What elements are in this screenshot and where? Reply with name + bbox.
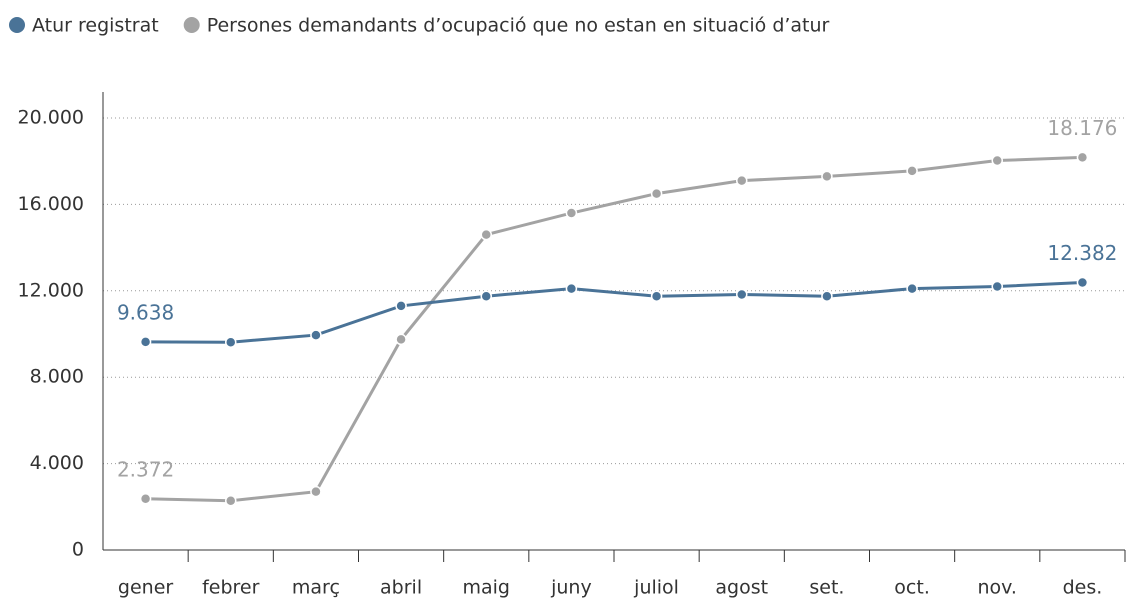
legend-swatch bbox=[9, 17, 25, 33]
point bbox=[139, 493, 152, 505]
x-tick-label: maig bbox=[463, 577, 511, 599]
point bbox=[480, 290, 492, 302]
point bbox=[395, 300, 407, 312]
x-tick-label: agost bbox=[715, 577, 768, 599]
point bbox=[650, 290, 663, 302]
point bbox=[906, 165, 918, 177]
legend-label: Atur registrat bbox=[32, 15, 159, 37]
point bbox=[565, 207, 578, 219]
x-tick-label: febrer bbox=[202, 577, 260, 599]
data-label: 12.382 bbox=[1047, 241, 1117, 265]
y-tick-label: 4.000 bbox=[30, 452, 84, 474]
data-label: 18.176 bbox=[1047, 116, 1117, 140]
y-tick-label: 8.000 bbox=[30, 366, 84, 388]
point bbox=[310, 329, 322, 341]
x-tick-label: gener bbox=[118, 577, 173, 599]
x-tick-label: des. bbox=[1063, 577, 1103, 599]
series: 2.372 18.176 bbox=[117, 116, 1117, 507]
point bbox=[395, 333, 407, 346]
y-tick-label: 20.000 bbox=[18, 107, 84, 129]
x-tick-label: juliol bbox=[633, 577, 679, 599]
data-label: 2.372 bbox=[117, 457, 174, 481]
point bbox=[991, 154, 1003, 167]
point bbox=[736, 288, 748, 301]
series: 9.638 12.382 bbox=[117, 241, 1117, 348]
x-tick-label: set. bbox=[809, 577, 844, 599]
x-tick-label: oct. bbox=[894, 577, 930, 599]
x-tick-label: abril bbox=[380, 577, 422, 599]
point bbox=[480, 228, 492, 241]
point bbox=[736, 174, 748, 187]
y-tick-label: 0 bbox=[72, 539, 84, 561]
series-line bbox=[145, 281, 1083, 344]
point bbox=[565, 282, 578, 295]
y-tick-label: 16.000 bbox=[18, 193, 84, 215]
y-tick-label: 12.000 bbox=[18, 279, 84, 301]
legend-label: Persones demandants d’ocupació que no es… bbox=[207, 15, 830, 37]
data-label: 9.638 bbox=[117, 300, 174, 324]
point bbox=[821, 170, 833, 183]
point bbox=[650, 187, 663, 200]
series-line bbox=[145, 155, 1083, 503]
point bbox=[139, 336, 152, 348]
legend-swatch bbox=[183, 17, 200, 33]
x-tick-label: juny bbox=[550, 577, 592, 599]
point bbox=[991, 280, 1003, 293]
x-tick-label: març bbox=[292, 577, 340, 599]
point bbox=[821, 290, 833, 302]
point bbox=[1076, 151, 1089, 164]
point bbox=[225, 495, 237, 507]
x-tick-label: nov. bbox=[978, 577, 1017, 599]
point bbox=[906, 282, 918, 295]
point bbox=[1076, 276, 1089, 289]
point bbox=[225, 336, 237, 348]
point bbox=[310, 485, 322, 498]
